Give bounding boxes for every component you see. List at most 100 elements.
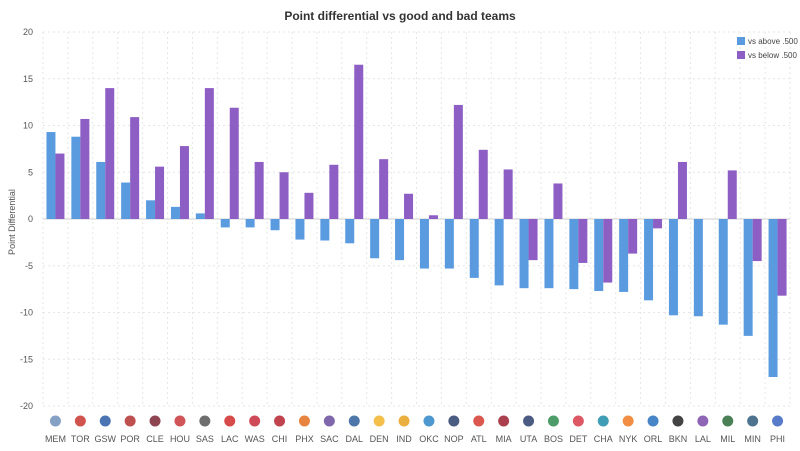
y-tick-label: 0 <box>28 214 33 224</box>
bar-below-nyk <box>628 219 638 254</box>
team-logo-sas-icon <box>199 415 211 427</box>
x-tick-label: NOP <box>444 434 464 444</box>
bar-below-okc <box>428 215 438 219</box>
team-logo-mia-icon <box>498 415 510 427</box>
team-logo-atl-icon <box>473 415 485 427</box>
bar-above-nop <box>444 219 454 269</box>
y-tick-label: -20 <box>20 401 33 411</box>
team-logo-nyk-icon <box>622 415 634 427</box>
team-logo-mem-icon <box>49 415 61 427</box>
bar-above-bos <box>544 219 554 289</box>
bar-above-nyk <box>619 219 629 292</box>
x-tick-label: MEM <box>45 434 66 444</box>
bar-above-atl <box>469 219 479 278</box>
bar-above-uta <box>519 219 529 289</box>
x-tick-label: SAS <box>196 434 214 444</box>
bar-below-min <box>752 219 762 262</box>
bar-above-lal <box>693 219 703 317</box>
x-tick-label: GSW <box>95 434 117 444</box>
bar-above-bkn <box>668 219 678 316</box>
bar-below-por <box>130 117 140 219</box>
team-logo-dal-icon <box>348 415 360 427</box>
bar-above-min <box>743 219 753 336</box>
bar-above-dal <box>345 219 355 244</box>
x-tick-label: DEN <box>370 434 389 444</box>
bar-below-mem <box>55 153 65 219</box>
y-tick-label: -5 <box>25 261 33 271</box>
x-tick-label: UTA <box>520 434 537 444</box>
x-tick-label: ATL <box>471 434 487 444</box>
x-tick-label: LAL <box>695 434 711 444</box>
bar-below-tor <box>80 118 90 219</box>
bar-below-nop <box>453 104 463 219</box>
team-logo-okc-icon <box>423 415 435 427</box>
legend-label-above: vs above .500 <box>748 37 798 46</box>
legend-item-below[interactable]: vs below .500 <box>737 51 797 60</box>
team-logo-por-icon <box>124 415 136 427</box>
x-tick-label: LAC <box>221 434 239 444</box>
team-logo-hou-icon <box>174 415 186 427</box>
x-tick-label: BOS <box>544 434 563 444</box>
y-tick-label: 15 <box>23 74 33 84</box>
x-tick-label: PHX <box>295 434 314 444</box>
bar-below-chi <box>279 172 289 219</box>
bar-above-tor <box>71 136 81 219</box>
x-tick-label: CHA <box>594 434 613 444</box>
x-tick-label: PHI <box>770 434 785 444</box>
bar-below-den <box>379 159 389 219</box>
legend-item-above[interactable]: vs above .500 <box>737 37 798 46</box>
bar-above-mem <box>46 132 56 219</box>
x-tick-label: IND <box>396 434 412 444</box>
y-tick-label: -15 <box>20 354 33 364</box>
team-logo-sac-icon <box>323 415 335 427</box>
bar-above-chi <box>270 219 280 231</box>
team-logo-mil-icon <box>722 415 734 427</box>
bar-below-det <box>578 219 588 263</box>
x-tick-label: DET <box>569 434 588 444</box>
bar-below-dal <box>354 64 364 219</box>
team-logo-bkn-icon <box>672 415 684 427</box>
y-axis-label: Point Differential <box>7 189 17 255</box>
bar-above-sac <box>320 219 330 241</box>
team-logo-min-icon <box>747 415 759 427</box>
bar-above-phx <box>295 219 305 240</box>
x-tick-label: OKC <box>419 434 439 444</box>
bar-above-den <box>370 219 380 259</box>
team-logos <box>49 415 784 427</box>
bar-above-gsw <box>96 161 106 219</box>
team-logo-chi-icon <box>274 415 286 427</box>
x-tick-label: MIL <box>720 434 735 444</box>
legend-swatch-above <box>737 37 745 45</box>
bar-below-hou <box>179 146 189 219</box>
x-tick-label: MIN <box>744 434 761 444</box>
team-logo-den-icon <box>373 415 385 427</box>
bar-below-phx <box>304 192 314 219</box>
bar-below-gsw <box>105 88 115 219</box>
bar-below-mil <box>727 170 737 219</box>
x-tick-label: WAS <box>245 434 265 444</box>
bar-above-mil <box>718 219 728 325</box>
bar-above-sas <box>195 213 205 219</box>
legend: vs above .500 vs below .500 <box>737 37 798 60</box>
grid <box>42 31 791 407</box>
bar-above-was <box>245 219 255 228</box>
y-tick-label: 5 <box>28 167 33 177</box>
x-tick-label: BKN <box>669 434 688 444</box>
bar-above-orl <box>644 219 654 301</box>
legend-swatch-below <box>737 51 745 59</box>
x-tick-label: SAC <box>320 434 339 444</box>
team-logo-ind-icon <box>398 415 410 427</box>
team-logo-nop-icon <box>448 415 460 427</box>
team-logo-phx-icon <box>298 415 310 427</box>
legend-label-below: vs below .500 <box>748 51 797 60</box>
bar-above-lac <box>220 219 230 228</box>
bar-above-por <box>121 182 131 219</box>
chart-title: Point differential vs good and bad teams <box>284 9 516 23</box>
team-logo-lal-icon <box>697 415 709 427</box>
bar-above-mia <box>494 219 504 286</box>
bar-above-okc <box>419 219 429 269</box>
team-logo-gsw-icon <box>99 415 111 427</box>
x-tick-label: TOR <box>71 434 90 444</box>
x-ticks: MEM TOR GSW POR CLE HOU SAS LAC WAS CHI PHX SAC DAL D… <box>45 434 785 444</box>
